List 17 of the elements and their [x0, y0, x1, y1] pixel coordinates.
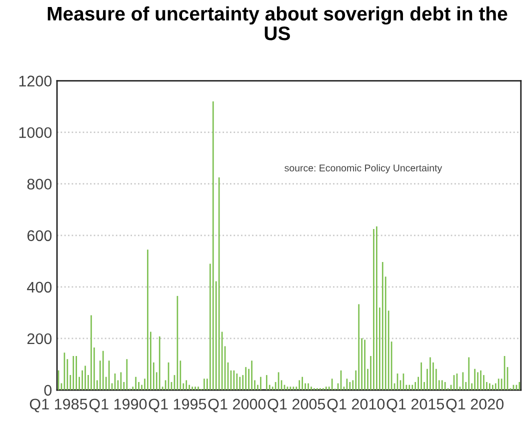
x-tick-label: Q1 2010 — [327, 398, 385, 412]
chart-title: Measure of uncertainty about soverign debt in the US — [48, 6, 508, 40]
x-tick-label: Q1 1985 — [30, 398, 88, 412]
x-tick-label: Q1 1995 — [148, 398, 206, 412]
y-tick-label: 0 — [44, 384, 52, 396]
y-tick-label: 200 — [27, 333, 52, 344]
x-tick-label: Q1 2005 — [268, 398, 326, 412]
x-tick-label: Q1 2020 — [446, 398, 504, 412]
y-tick-label: 1000 — [19, 127, 52, 138]
y-tick-label: 1200 — [19, 76, 52, 86]
annotation: source: Economic Policy Uncertainty — [284, 164, 442, 174]
y-tick-label: 600 — [27, 230, 52, 242]
y-tick-label: 400 — [27, 282, 52, 293]
y-tick-label: 800 — [27, 178, 52, 190]
x-tick-label: Q1 1990 — [89, 398, 147, 412]
x-tick-label: Q1 2000 — [208, 398, 266, 412]
x-tick-label: Q1 2015 — [386, 398, 444, 412]
